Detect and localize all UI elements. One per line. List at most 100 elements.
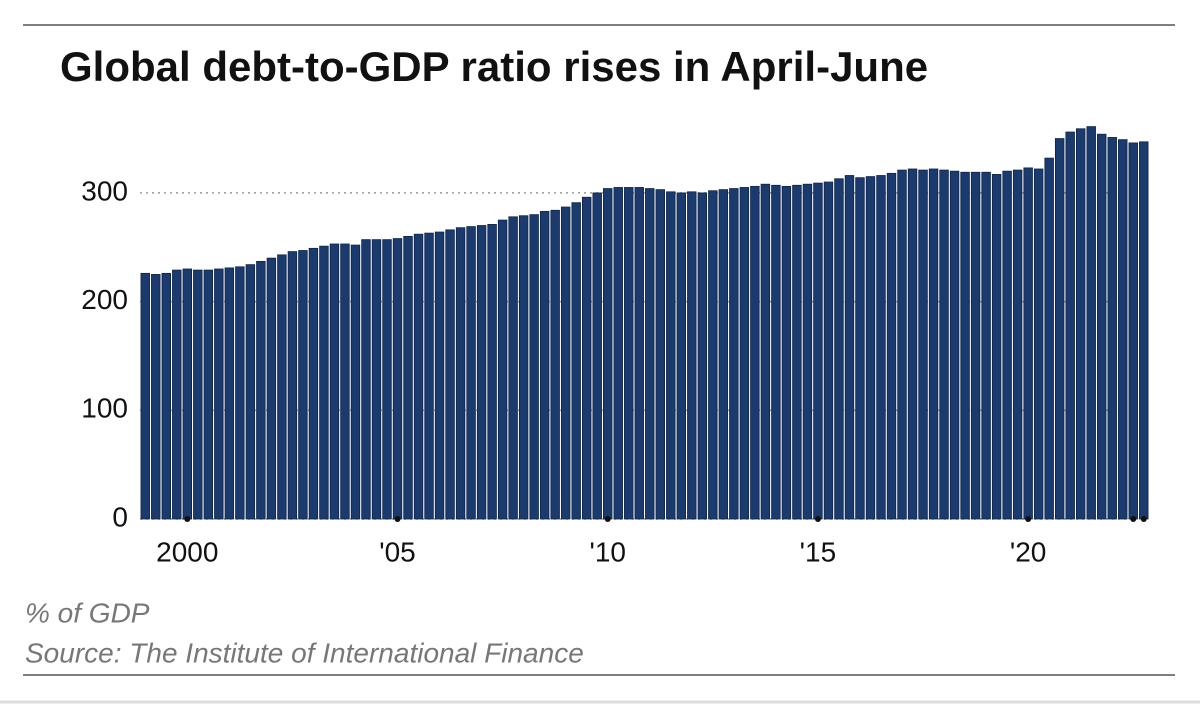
bar xyxy=(592,192,602,520)
x-tick xyxy=(1025,516,1032,522)
y-tick-label: 0 xyxy=(112,501,128,532)
bar xyxy=(708,190,718,520)
bar xyxy=(403,235,413,520)
bar xyxy=(1044,157,1054,520)
source: Source: The Institute of International F… xyxy=(25,637,584,668)
bar xyxy=(392,238,403,520)
x-tick-label: '20 xyxy=(1010,536,1047,567)
bar xyxy=(329,243,340,520)
bar xyxy=(655,189,665,520)
bar xyxy=(676,192,687,520)
bar xyxy=(1054,138,1065,520)
bar xyxy=(382,239,392,520)
bar xyxy=(508,216,518,520)
bar xyxy=(1107,137,1117,520)
bar xyxy=(235,266,245,520)
bar xyxy=(792,184,802,520)
bar xyxy=(823,181,834,520)
bar xyxy=(350,244,361,520)
y-tick-label: 100 xyxy=(81,393,128,424)
chart-title: Global debt-to-GDP ratio rises in April-… xyxy=(60,43,928,90)
bar xyxy=(907,168,918,520)
bar xyxy=(529,214,539,520)
bar xyxy=(687,191,697,520)
bar xyxy=(214,268,224,520)
bar xyxy=(487,224,497,520)
bar xyxy=(245,264,256,520)
bar xyxy=(161,272,171,520)
bar xyxy=(1023,167,1033,520)
bar xyxy=(939,169,949,520)
bar xyxy=(1033,168,1044,520)
bar xyxy=(203,269,214,520)
bar xyxy=(750,185,760,520)
bar xyxy=(476,225,487,520)
bar xyxy=(287,251,298,520)
bar xyxy=(949,170,960,520)
bar xyxy=(970,171,981,520)
bar xyxy=(634,187,644,520)
bar xyxy=(855,177,865,520)
bar xyxy=(277,254,287,520)
bar xyxy=(1002,170,1012,520)
bar xyxy=(266,257,277,520)
x-tick xyxy=(394,516,401,522)
bar xyxy=(298,250,308,520)
bar xyxy=(581,196,592,520)
bar xyxy=(413,233,424,520)
bar xyxy=(865,176,876,520)
bar xyxy=(603,188,613,520)
y-tick-label: 300 xyxy=(81,175,128,206)
bar xyxy=(771,184,781,520)
bar xyxy=(876,175,886,520)
bar xyxy=(308,247,319,520)
bar xyxy=(319,245,329,520)
bar xyxy=(981,171,991,520)
bar xyxy=(960,171,970,520)
x-tick-label: '15 xyxy=(800,536,837,567)
bar xyxy=(224,267,235,520)
bar xyxy=(1012,169,1023,520)
bar xyxy=(182,268,193,520)
bar xyxy=(897,169,907,520)
x-tick-label: 2000 xyxy=(156,536,218,567)
bar xyxy=(834,178,844,520)
bar xyxy=(424,232,434,520)
bar xyxy=(539,210,550,520)
bar xyxy=(802,183,813,520)
bar xyxy=(928,168,939,520)
bar xyxy=(697,192,708,520)
bar xyxy=(813,182,823,520)
bar xyxy=(718,189,729,520)
bar xyxy=(760,183,771,520)
bar xyxy=(781,185,792,520)
note: % of GDP xyxy=(25,597,150,628)
bar xyxy=(844,175,855,520)
bar xyxy=(918,169,928,520)
bars xyxy=(140,126,1149,520)
bar xyxy=(560,206,571,520)
bar xyxy=(140,272,150,520)
bar xyxy=(1097,133,1107,520)
x-tick xyxy=(814,516,821,522)
bar xyxy=(613,187,623,520)
bar xyxy=(645,188,655,520)
axis: 0 100 200 300 2000 '05 '10 '15 '20 xyxy=(81,175,1147,567)
bar xyxy=(1139,141,1149,520)
bar xyxy=(518,215,529,520)
bar xyxy=(729,188,739,520)
bar xyxy=(466,226,476,520)
bar xyxy=(371,239,382,520)
bar xyxy=(1065,131,1075,520)
y-tick-label: 200 xyxy=(81,284,128,315)
bar xyxy=(434,231,445,520)
x-tick-label: '10 xyxy=(589,536,626,567)
bar xyxy=(193,269,203,520)
bar xyxy=(455,227,466,520)
bar xyxy=(1118,139,1128,520)
bar xyxy=(256,260,266,520)
bar xyxy=(624,187,634,520)
x-tick xyxy=(1130,516,1137,522)
